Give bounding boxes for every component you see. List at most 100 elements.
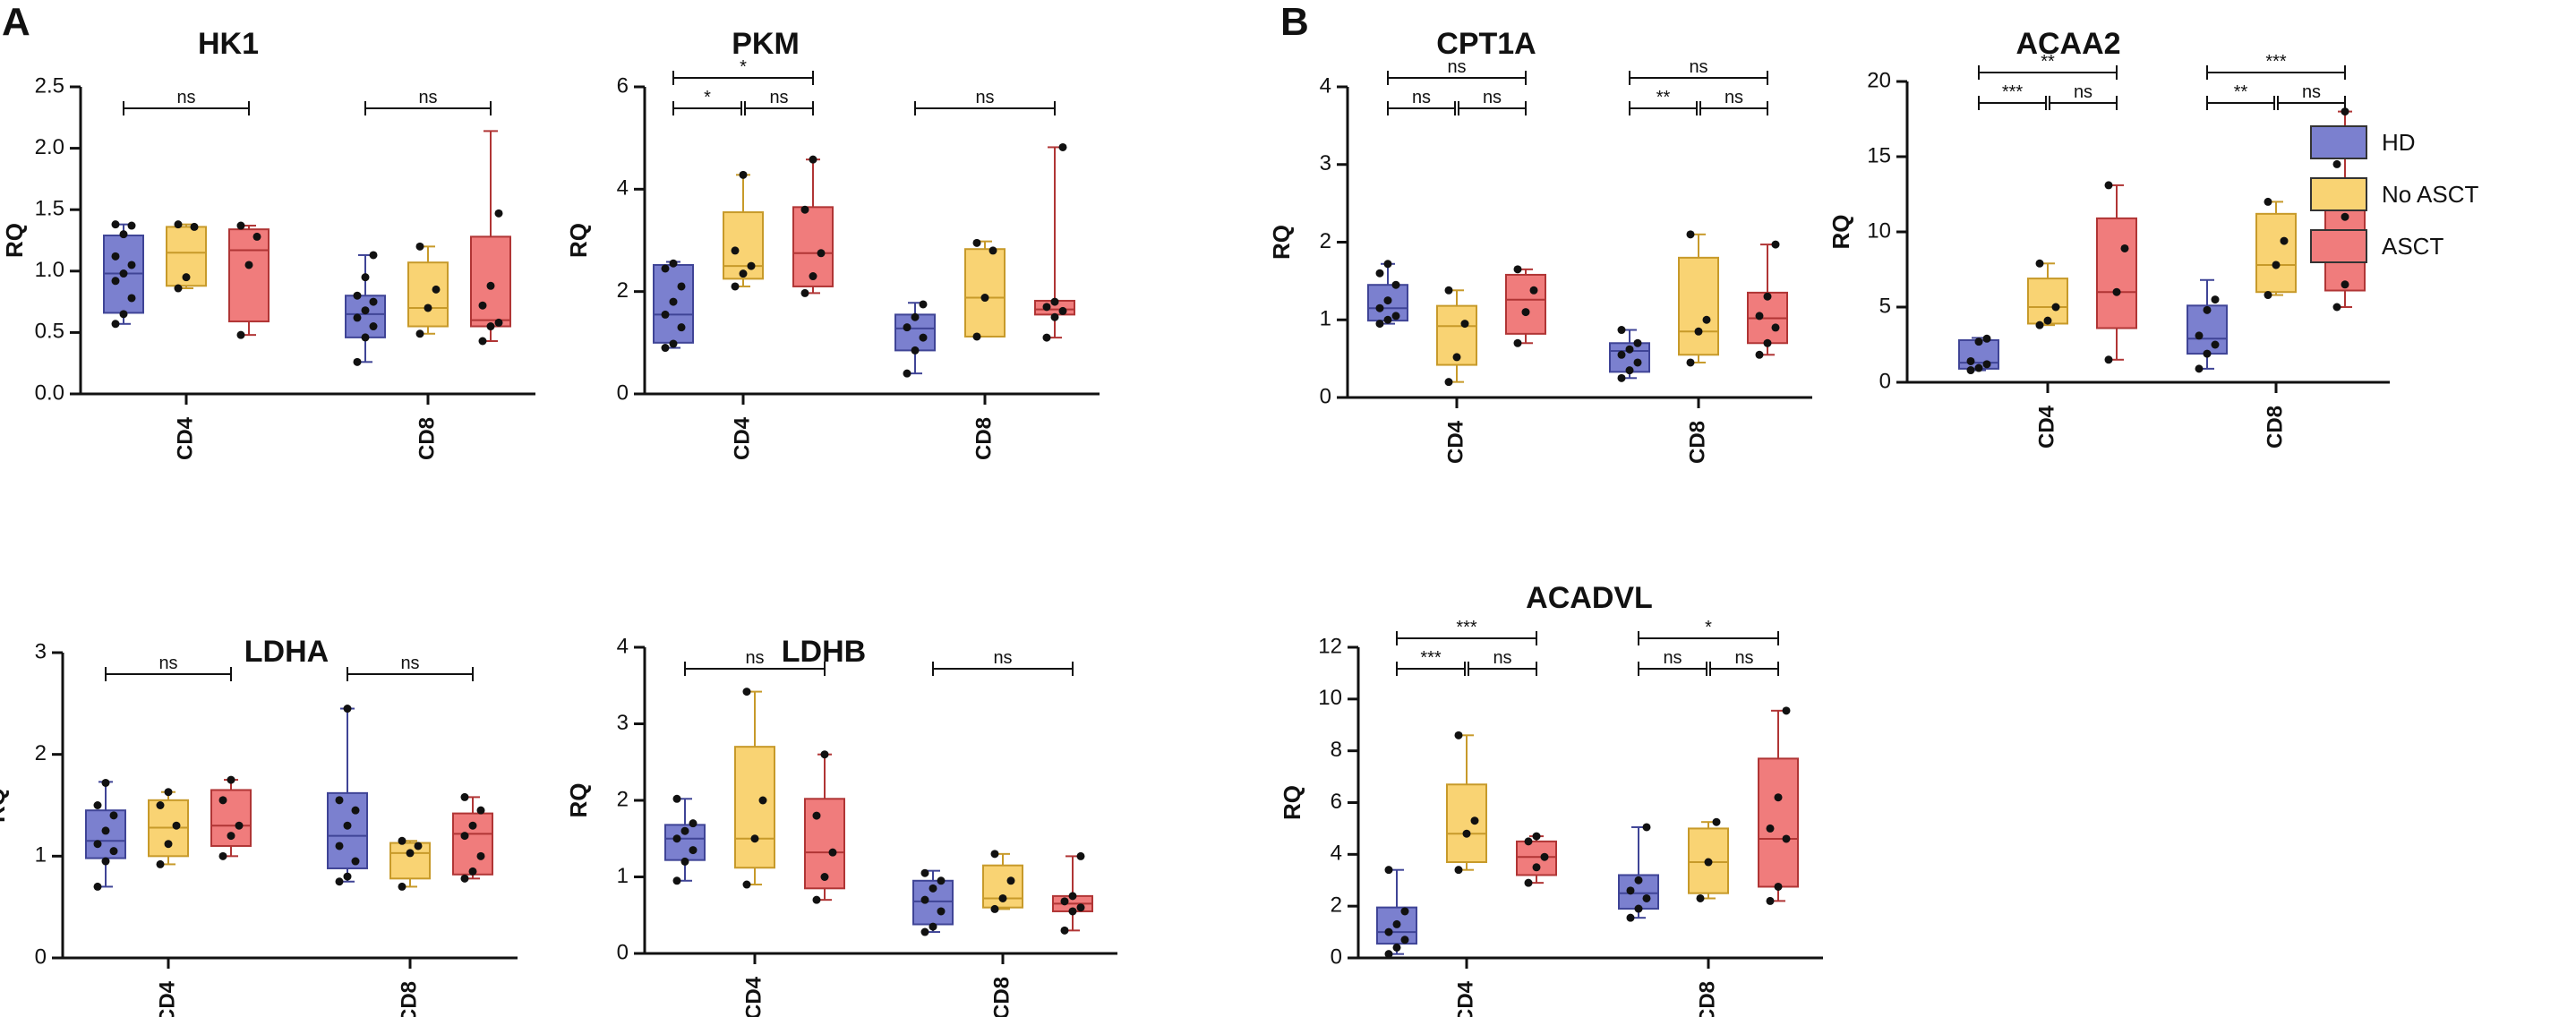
y-axis-label-1: RQ (565, 223, 592, 258)
point-0-1-0-1 (361, 333, 370, 342)
point-0-0-0-5 (127, 261, 136, 269)
point-3-0-0-3 (1966, 356, 1975, 365)
point-5-0-0-4 (680, 826, 689, 835)
point-4-0-0-1 (101, 857, 110, 866)
point-1-1-2-5 (1058, 142, 1067, 151)
point-1-0-2-1 (809, 272, 817, 281)
point-5-1-0-5 (937, 876, 946, 885)
point-3-1-0-5 (2211, 295, 2220, 304)
point-1-0-2-0 (800, 288, 809, 297)
point-5-1-2-1 (1068, 907, 1077, 916)
point-2-1-1-0 (1686, 358, 1695, 367)
point-1-0-0-5 (677, 282, 686, 291)
y-tick-label-6-5: 10 (1318, 686, 1342, 710)
point-2-0-0-1 (1383, 315, 1392, 324)
bracket-label-3-2: ** (2041, 52, 2055, 72)
point-1-0-0-6 (661, 264, 670, 273)
point-0-1-1-3 (415, 242, 424, 251)
bracket-label-1-2: * (740, 57, 747, 77)
y-tick-label-0-1: 0.5 (35, 320, 64, 344)
point-0-0-1-2 (190, 222, 199, 231)
box-1-0-1 (723, 211, 764, 280)
point-4-0-0-6 (93, 801, 102, 809)
point-4-0-1-4 (164, 788, 173, 797)
bracket-label-3-4: ns (2302, 82, 2321, 102)
point-5-1-1-2 (1006, 876, 1015, 885)
point-1-0-0-7 (669, 259, 678, 268)
point-2-0-2-0 (1513, 338, 1522, 347)
x-tick-label-0-0: CD4 (173, 416, 197, 460)
point-1-1-2-1 (1050, 312, 1059, 321)
point-6-1-0-1 (1634, 904, 1643, 913)
point-3-0-1-3 (2035, 259, 2044, 268)
y-tick-label-3-0: 0 (1879, 369, 1891, 393)
point-5-1-0-1 (929, 922, 937, 931)
point-2-0-1-2 (1460, 320, 1469, 329)
point-4-0-1-2 (172, 821, 181, 830)
bracket-label-2-2: ns (1447, 57, 1466, 77)
point-1-1-0-1 (911, 346, 920, 355)
point-2-1-2-3 (1755, 312, 1764, 320)
point-5-1-1-0 (990, 904, 999, 913)
point-4-1-0-2 (351, 857, 360, 866)
point-1-1-0-0 (903, 369, 911, 378)
y-axis-label-2: RQ (1268, 225, 1295, 260)
point-0-0-0-9 (111, 220, 120, 229)
bracket-label-6-2: *** (1456, 618, 1477, 637)
point-2-0-2-2 (1529, 286, 1538, 295)
point-6-0-2-1 (1532, 863, 1541, 872)
panel-label-b: B (1280, 0, 1309, 44)
point-3-1-1-3 (2264, 197, 2272, 206)
box-0-1-2 (470, 235, 511, 328)
point-3-1-0-2 (2211, 340, 2220, 349)
point-1-1-1-0 (972, 332, 981, 341)
point-2-0-0-4 (1383, 296, 1392, 305)
point-1-0-1-4 (739, 170, 748, 179)
point-6-0-2-2 (1540, 852, 1549, 861)
point-2-0-1-3 (1444, 286, 1453, 295)
point-2-1-2-4 (1763, 292, 1772, 301)
point-5-1-0-2 (937, 907, 946, 916)
chart-title-1: PKM (732, 27, 800, 61)
point-3-0-1-2 (2051, 303, 2060, 312)
point-1-0-2-3 (800, 205, 809, 214)
point-3-1-2-0 (2332, 303, 2341, 312)
point-2-1-1-3 (1686, 230, 1695, 239)
point-2-0-0-2 (1391, 312, 1400, 320)
y-tick-label-5-3: 3 (617, 711, 629, 735)
point-0-1-2-4 (486, 281, 495, 290)
point-4-0-0-3 (93, 840, 102, 849)
x-tick-label-0-1: CD8 (415, 417, 439, 460)
y-tick-label-2-0: 0 (1320, 384, 1331, 408)
panel-label-a: A (2, 0, 30, 44)
legend-item-asct: ASCT (2310, 220, 2478, 272)
y-tick-label-4-1: 1 (35, 843, 47, 867)
point-2-1-0-4 (1625, 345, 1634, 354)
x-tick-label-5-0: CD4 (741, 976, 766, 1017)
x-tick-label-5-1: CD8 (989, 977, 1014, 1017)
bracket-label-6-0: *** (1420, 648, 1442, 668)
box-4-1-1 (389, 842, 431, 880)
point-2-1-0-1 (1625, 366, 1634, 375)
point-6-0-1-3 (1454, 731, 1463, 739)
point-4-0-2-3 (218, 796, 227, 805)
point-3-1-0-0 (2195, 364, 2204, 373)
y-tick-label-6-2: 4 (1331, 842, 1342, 866)
point-1-0-0-4 (669, 297, 678, 306)
point-3-1-0-3 (2195, 331, 2204, 340)
x-tick-label-2-1: CD8 (1685, 421, 1709, 464)
point-6-0-1-2 (1470, 816, 1479, 825)
bracket-label-5-0: ns (745, 648, 764, 668)
point-1-1-0-4 (911, 312, 920, 321)
chart-title-0: HK1 (198, 27, 259, 61)
point-6-1-0-2 (1642, 893, 1651, 902)
y-axis-label-0: RQ (1, 223, 28, 258)
y-tick-label-2-3: 3 (1320, 151, 1331, 175)
point-5-1-0-3 (920, 895, 929, 904)
point-4-1-2-1 (468, 867, 477, 876)
point-0-0-2-1 (244, 261, 253, 269)
box-0-1-1 (407, 261, 449, 328)
box-4-1-0 (327, 791, 368, 869)
x-tick-label-1-1: CD8 (971, 417, 996, 460)
y-tick-label-2-1: 1 (1320, 307, 1331, 331)
